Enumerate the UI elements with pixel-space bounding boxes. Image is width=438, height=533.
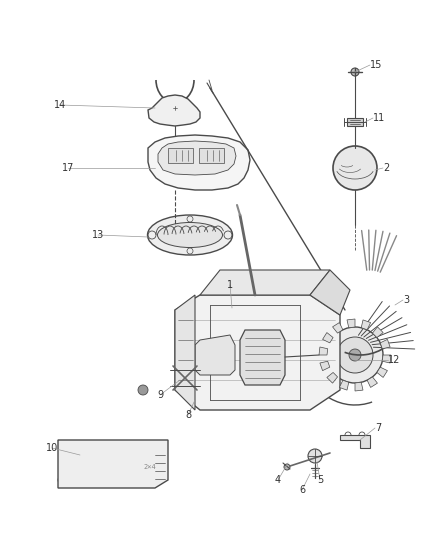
Polygon shape bbox=[322, 333, 333, 343]
Circle shape bbox=[190, 383, 194, 387]
Text: 13: 13 bbox=[92, 230, 104, 240]
Polygon shape bbox=[382, 355, 391, 363]
Text: 14: 14 bbox=[54, 100, 66, 110]
Circle shape bbox=[337, 337, 373, 373]
Polygon shape bbox=[175, 295, 195, 410]
Polygon shape bbox=[355, 382, 363, 391]
FancyBboxPatch shape bbox=[113, 448, 127, 480]
Polygon shape bbox=[372, 327, 383, 337]
Polygon shape bbox=[310, 270, 350, 315]
Circle shape bbox=[138, 385, 148, 395]
Text: 11: 11 bbox=[373, 113, 385, 123]
Circle shape bbox=[321, 312, 325, 318]
Circle shape bbox=[349, 349, 361, 361]
Polygon shape bbox=[58, 440, 168, 488]
Circle shape bbox=[327, 327, 383, 383]
Polygon shape bbox=[377, 367, 388, 377]
Circle shape bbox=[258, 353, 266, 361]
Circle shape bbox=[351, 68, 359, 76]
Text: 3: 3 bbox=[403, 295, 409, 305]
Text: 9: 9 bbox=[157, 390, 163, 400]
Polygon shape bbox=[148, 95, 200, 126]
Polygon shape bbox=[347, 118, 363, 126]
Polygon shape bbox=[339, 380, 349, 390]
Text: 12: 12 bbox=[388, 355, 400, 365]
Polygon shape bbox=[158, 141, 236, 175]
Polygon shape bbox=[340, 435, 370, 448]
Text: 7: 7 bbox=[375, 423, 381, 433]
Circle shape bbox=[190, 312, 194, 318]
Polygon shape bbox=[199, 148, 224, 163]
Text: 2: 2 bbox=[383, 163, 389, 173]
Text: 15: 15 bbox=[370, 60, 382, 70]
Circle shape bbox=[171, 108, 179, 116]
Text: 2×4: 2×4 bbox=[144, 464, 156, 470]
Polygon shape bbox=[319, 347, 328, 355]
Circle shape bbox=[61, 478, 65, 482]
Polygon shape bbox=[332, 322, 343, 333]
Polygon shape bbox=[168, 148, 193, 163]
Text: 17: 17 bbox=[62, 163, 74, 173]
Text: 6: 6 bbox=[299, 485, 305, 495]
Circle shape bbox=[254, 349, 270, 365]
Polygon shape bbox=[200, 270, 330, 295]
Polygon shape bbox=[195, 335, 235, 375]
Circle shape bbox=[308, 449, 322, 463]
Ellipse shape bbox=[158, 222, 223, 247]
Circle shape bbox=[230, 159, 234, 165]
Text: 5: 5 bbox=[317, 475, 323, 485]
Text: 1: 1 bbox=[227, 280, 233, 290]
Polygon shape bbox=[380, 340, 390, 349]
Text: 10: 10 bbox=[46, 443, 58, 453]
Circle shape bbox=[230, 149, 234, 155]
Polygon shape bbox=[175, 295, 340, 410]
Text: 8: 8 bbox=[185, 410, 191, 420]
Polygon shape bbox=[347, 319, 355, 328]
Polygon shape bbox=[361, 320, 371, 330]
Polygon shape bbox=[367, 377, 378, 387]
Text: 4: 4 bbox=[275, 475, 281, 485]
Polygon shape bbox=[320, 361, 330, 370]
Polygon shape bbox=[148, 135, 250, 190]
Circle shape bbox=[321, 383, 325, 387]
FancyBboxPatch shape bbox=[133, 448, 147, 480]
FancyBboxPatch shape bbox=[93, 448, 107, 480]
Polygon shape bbox=[327, 373, 338, 383]
Polygon shape bbox=[240, 330, 285, 385]
Circle shape bbox=[230, 155, 234, 159]
Circle shape bbox=[333, 146, 377, 190]
Circle shape bbox=[284, 464, 290, 470]
Circle shape bbox=[203, 355, 207, 359]
FancyBboxPatch shape bbox=[73, 448, 87, 480]
Ellipse shape bbox=[247, 291, 263, 299]
Ellipse shape bbox=[148, 215, 233, 255]
Circle shape bbox=[181, 374, 189, 382]
